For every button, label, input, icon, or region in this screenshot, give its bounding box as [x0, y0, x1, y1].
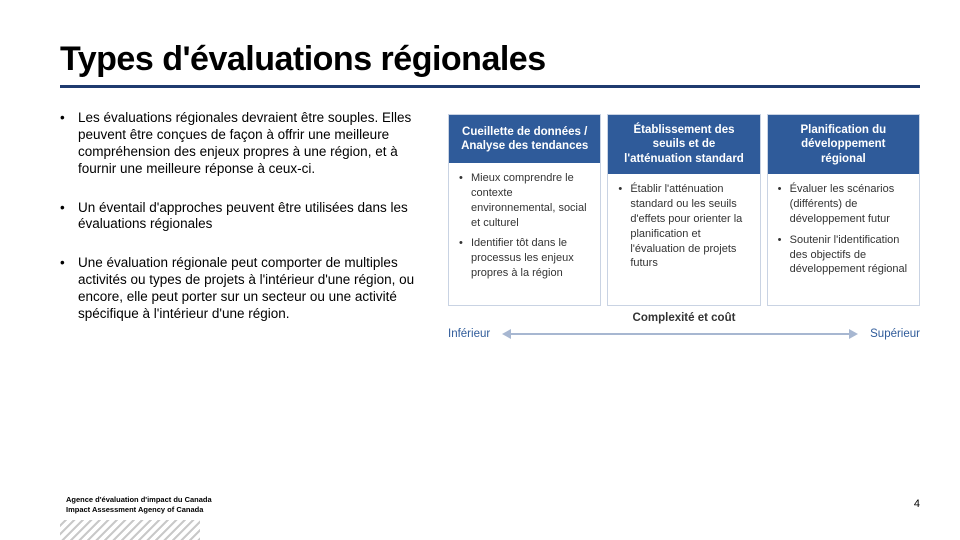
scale-label-right: Supérieur [870, 328, 920, 340]
column-data-collection: Cueillette de données / Analyse des tend… [448, 114, 601, 306]
footer: Agence d'évaluation d'impact du Canada I… [66, 495, 212, 514]
scale-label-left: Inférieur [448, 328, 490, 340]
column-item: Identifier tôt dans le processus les enj… [459, 236, 590, 281]
arrow-right-icon [849, 329, 858, 339]
column-header: Planification du développement régional [768, 115, 919, 174]
column-item: Évaluer les scénarios (différents) de dé… [778, 182, 909, 227]
column-thresholds: Établissement des seuils et de l'atténua… [607, 114, 760, 306]
title-underline [60, 85, 920, 88]
column-header: Cueillette de données / Analyse des tend… [449, 115, 600, 163]
hatch-decoration [60, 520, 200, 540]
bullet-item: Les évaluations régionales devraient êtr… [60, 110, 430, 178]
bullet-item: Une évaluation régionale peut comporter … [60, 255, 430, 323]
diagram: Cueillette de données / Analyse des tend… [448, 110, 920, 345]
footer-line: Agence d'évaluation d'impact du Canada [66, 495, 212, 504]
slide: Types d'évaluations régionales Les évalu… [0, 0, 960, 540]
column-item: Mieux comprendre le contexte environneme… [459, 171, 590, 230]
arrow-line [511, 333, 849, 335]
column-body: Établir l'atténuation standard ou les se… [608, 174, 759, 305]
column-body: Mieux comprendre le contexte environneme… [449, 163, 600, 305]
column-header: Établissement des seuils et de l'atténua… [608, 115, 759, 174]
bullet-list: Les évaluations régionales devraient êtr… [60, 110, 430, 345]
footer-line: Impact Assessment Agency of Canada [66, 505, 212, 514]
bullet-item: Un éventail d'approches peuvent être uti… [60, 200, 430, 234]
scale-label-mid: Complexité et coût [448, 312, 920, 324]
columns-row: Cueillette de données / Analyse des tend… [448, 114, 920, 306]
complexity-scale: Inférieur Complexité et coût Supérieur [448, 328, 920, 340]
arrow-left-icon [502, 329, 511, 339]
column-item: Établir l'atténuation standard ou les se… [618, 182, 749, 271]
slide-title: Types d'évaluations régionales [60, 40, 920, 79]
scale-arrow: Complexité et coût [502, 329, 858, 339]
column-planning: Planification du développement régional … [767, 114, 920, 306]
column-body: Évaluer les scénarios (différents) de dé… [768, 174, 919, 305]
column-item: Soutenir l'identification des objectifs … [778, 233, 909, 278]
page-number: 4 [914, 498, 920, 510]
content-row: Les évaluations régionales devraient êtr… [60, 110, 920, 345]
